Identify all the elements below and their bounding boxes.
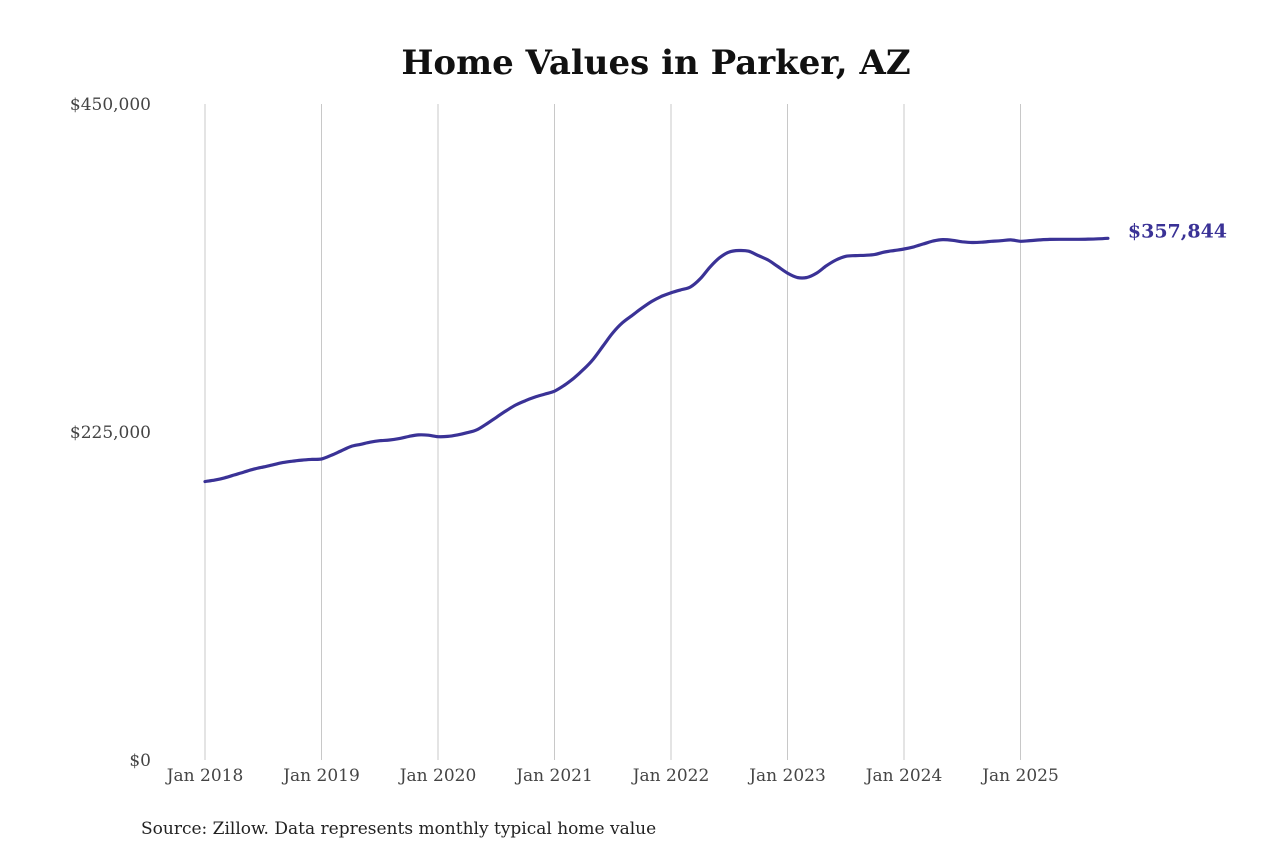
x-tick-label: Jan 2025: [980, 766, 1059, 786]
y-axis-ticks: $0 $225,000 $450,000: [70, 95, 151, 771]
chart-title: Home Values in Parker, AZ: [401, 43, 910, 83]
source-note: Source: Zillow. Data represents monthly …: [141, 819, 656, 839]
end-value-label: $357,844: [1128, 220, 1227, 242]
x-tick-label: Jan 2019: [281, 766, 360, 786]
x-tick-label: Jan 2020: [398, 766, 477, 786]
y-tick-label: $0: [129, 751, 151, 771]
gridlines: [204, 104, 1021, 760]
series-line: [203, 236, 1110, 484]
x-tick-label: Jan 2021: [514, 766, 593, 786]
y-tick-label: $225,000: [70, 423, 151, 443]
x-tick-label: Jan 2022: [631, 766, 710, 786]
x-tick-label: Jan 2018: [165, 766, 244, 786]
x-axis-ticks: Jan 2018 Jan 2019 Jan 2020 Jan 2021 Jan 2022…: [165, 766, 1059, 786]
x-tick-label: Jan 2024: [864, 766, 943, 786]
y-tick-label: $450,000: [70, 95, 151, 115]
x-tick-label: Jan 2023: [747, 766, 826, 786]
